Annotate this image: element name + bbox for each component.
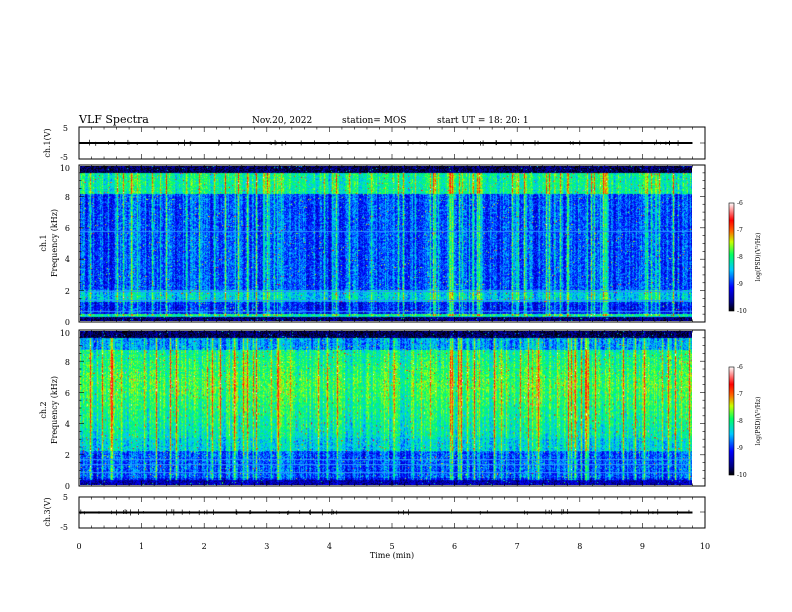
ch1-colorbar-tick-m10: -10 — [737, 308, 747, 315]
xtick-0: 0 — [76, 542, 81, 551]
ch1-colorbar-gradient — [728, 202, 735, 312]
ch2-spectrogram-ticks — [78, 329, 706, 487]
ch1-waveform-ylabel: ch.1(V) — [43, 128, 52, 157]
x-axis-label: Time (min) — [370, 551, 414, 560]
figure-title: VLF Spectra — [78, 113, 149, 126]
xtick-4: 4 — [327, 542, 332, 551]
ch2-spectrogram-ylabel-frequency: Frequency (kHz) — [50, 376, 59, 444]
ch2-colorbar-tick-m6: -6 — [737, 364, 743, 371]
ch1-ytick-4: 4 — [65, 255, 70, 264]
ch1-spectrogram-yticks: 0 2 4 6 8 10 — [60, 164, 70, 327]
xtick-3: 3 — [264, 542, 269, 551]
ch3-waveform-trace — [79, 509, 693, 516]
xtick-9: 9 — [640, 542, 645, 551]
ch1-spectrogram-image — [80, 166, 692, 321]
xtick-1: 1 — [139, 542, 144, 551]
ch3-waveform-ticks — [78, 497, 706, 528]
ch1-spectrogram-ylabel-frequency: Frequency (kHz) — [50, 209, 59, 277]
ch1-waveform-ytick-top: 5 — [63, 124, 68, 133]
ch2-colorbar-tick-m7: -7 — [737, 391, 743, 398]
ch1-spectrogram-panel: 0 2 4 6 8 10 ch.1 Frequency (kHz) — [39, 164, 706, 327]
ch2-ytick-4: 4 — [65, 420, 70, 429]
xtick-8: 8 — [577, 542, 582, 551]
ch3-waveform-ylabel: ch.3(V) — [43, 497, 52, 526]
ch2-ytick-6: 6 — [65, 389, 70, 398]
ch2-colorbar-tick-m10: -10 — [737, 472, 747, 479]
ch2-spectrogram-ylabel-channel: ch.2 — [39, 401, 48, 418]
ch2-spectrogram-image — [80, 331, 692, 485]
ch2-spectrogram-yticks: 0 2 4 6 8 10 — [60, 329, 70, 491]
ch1-waveform-ticks — [78, 127, 706, 159]
ch1-colorbar-tick-m9: -9 — [737, 281, 743, 288]
ch2-colorbar-label: log(PSD)(V²/Hz) — [755, 397, 762, 446]
xtick-2: 2 — [202, 542, 207, 551]
x-axis: 0 1 2 3 4 5 6 7 8 9 10 Time (min) — [76, 542, 710, 560]
ch1-colorbar-tick-m6: -6 — [737, 200, 743, 207]
ch1-spectrogram-ylabel-channel: ch.1 — [39, 234, 48, 251]
ch3-waveform-ytick-top: 5 — [63, 493, 68, 502]
ch2-colorbar-tick-m8: -8 — [737, 418, 743, 425]
ch2-colorbar-tick-m9: -9 — [737, 445, 743, 452]
ch1-ytick-0: 0 — [65, 318, 70, 327]
ch2-ytick-0: 0 — [65, 482, 70, 491]
xtick-7: 7 — [515, 542, 520, 551]
ch2-ytick-10: 10 — [60, 329, 70, 338]
ch2-colorbar: -6 -7 -8 -9 -10 log(PSD)(V²/Hz) — [728, 364, 762, 479]
ch1-waveform-panel: 5 -5 ch.1(V) — [43, 124, 706, 162]
ch1-waveform-ytick-bottom: -5 — [60, 153, 68, 162]
ch3-waveform-ytick-bottom: -5 — [60, 523, 68, 532]
ch1-waveform-trace — [79, 139, 693, 146]
ch2-colorbar-gradient — [728, 366, 735, 476]
ch1-ytick-8: 8 — [65, 193, 70, 202]
ch2-ytick-8: 8 — [65, 358, 70, 367]
xtick-6: 6 — [452, 542, 457, 551]
header-date: Nov.20, 2022 — [252, 116, 312, 126]
header-station: station= MOS — [342, 116, 406, 126]
ch1-ytick-10: 10 — [60, 164, 70, 173]
ch1-spectrogram-ticks — [78, 164, 706, 323]
ch1-colorbar-tick-m7: -7 — [737, 227, 743, 234]
header-start-time: start UT = 18: 20: 1 — [437, 116, 529, 126]
ch3-waveform-panel: 5 -5 ch.3(V) — [43, 493, 706, 532]
ch1-ytick-6: 6 — [65, 224, 70, 233]
ch2-spectrogram-panel: 0 2 4 6 8 10 ch.2 Frequency (kHz) — [39, 329, 706, 491]
ch1-colorbar: -6 -7 -8 -9 -10 log(PSD)(V²/Hz) — [728, 200, 762, 315]
ch1-colorbar-tick-m8: -8 — [737, 254, 743, 261]
xtick-10: 10 — [700, 542, 710, 551]
ch2-ytick-2: 2 — [65, 451, 70, 460]
ch1-ytick-2: 2 — [65, 287, 70, 296]
ch1-colorbar-label: log(PSD)(V²/Hz) — [755, 233, 762, 282]
xtick-5: 5 — [389, 542, 394, 551]
